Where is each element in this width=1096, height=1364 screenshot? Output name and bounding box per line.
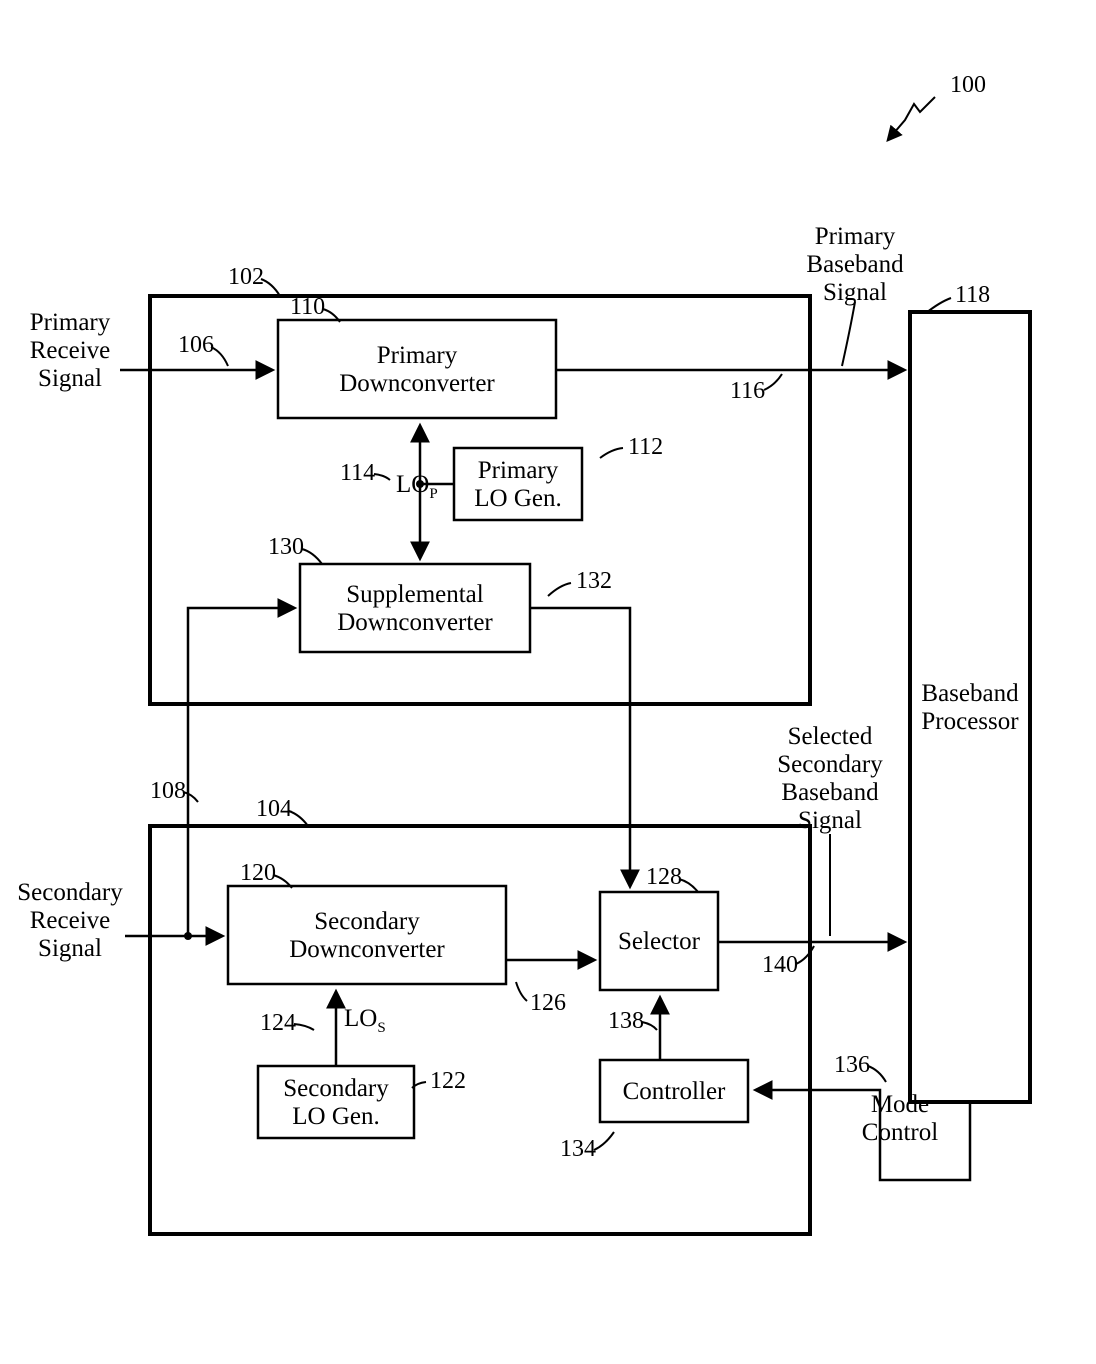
svg-text:Receive: Receive [30,337,111,364]
svg-text:114: 114 [340,460,375,486]
svg-text:Signal: Signal [38,935,102,962]
svg-text:Downconverter: Downconverter [339,370,495,397]
svg-text:Signal: Signal [38,365,102,392]
svg-text:Signal: Signal [823,279,887,306]
baseband-ref: 118 [926,282,990,313]
svg-text:Secondary: Secondary [283,1075,389,1102]
system-ref-num: 100 [950,72,986,98]
svg-text:106: 106 [178,332,214,358]
system-ref: 100 [888,72,986,140]
baseband-processor-label: Processor [921,708,1019,735]
baseband-processor: Baseband Processor 118 [910,282,1030,1102]
svg-text:134: 134 [560,1136,596,1162]
svg-text:138: 138 [608,1008,644,1034]
mode-control-ref: 136 [834,1052,886,1082]
svg-text:Secondary: Secondary [17,879,123,906]
secondary-chain-ref: 104 [256,796,308,826]
svg-text:136: 136 [834,1052,870,1078]
svg-text:Supplemental: Supplemental [346,581,484,608]
sec-receive-ref: 108 [150,778,198,804]
primary-chain-ref: 102 [228,264,280,296]
svg-text:Controller: Controller [623,1078,726,1105]
svg-text:Primary: Primary [815,223,896,250]
svg-text:120: 120 [240,860,276,886]
svg-text:Primary: Primary [478,457,559,484]
svg-text:104: 104 [256,796,292,822]
svg-text:Primary: Primary [30,309,111,336]
svg-text:122: 122 [430,1068,466,1094]
svg-text:124: 124 [260,1010,296,1036]
svg-text:108: 108 [150,778,186,804]
svg-text:140: 140 [762,952,798,978]
svg-text:Baseband: Baseband [806,251,904,278]
svg-text:116: 116 [730,378,765,404]
baseband-processor-label: Baseband [921,680,1019,707]
svg-text:Downconverter: Downconverter [337,609,493,636]
svg-text:Secondary: Secondary [314,908,420,935]
svg-text:132: 132 [576,568,612,594]
svg-text:Receive: Receive [30,907,111,934]
svg-text:Signal: Signal [798,807,862,834]
svg-text:Downconverter: Downconverter [289,936,445,963]
svg-text:130: 130 [268,534,304,560]
svg-text:118: 118 [955,282,990,308]
svg-text:128: 128 [646,864,682,890]
svg-text:LO Gen.: LO Gen. [474,485,561,512]
svg-text:Selected: Selected [788,723,873,750]
svg-text:Mode: Mode [871,1091,929,1118]
svg-text:Primary: Primary [377,342,458,369]
svg-text:Control: Control [862,1119,938,1146]
svg-text:Secondary: Secondary [777,751,883,778]
svg-text:Selector: Selector [618,928,701,955]
svg-text:126: 126 [530,990,566,1016]
svg-text:110: 110 [290,294,325,320]
svg-text:Baseband: Baseband [781,779,879,806]
svg-text:112: 112 [628,434,663,460]
svg-text:102: 102 [228,264,264,290]
svg-text:LO Gen.: LO Gen. [292,1103,379,1130]
